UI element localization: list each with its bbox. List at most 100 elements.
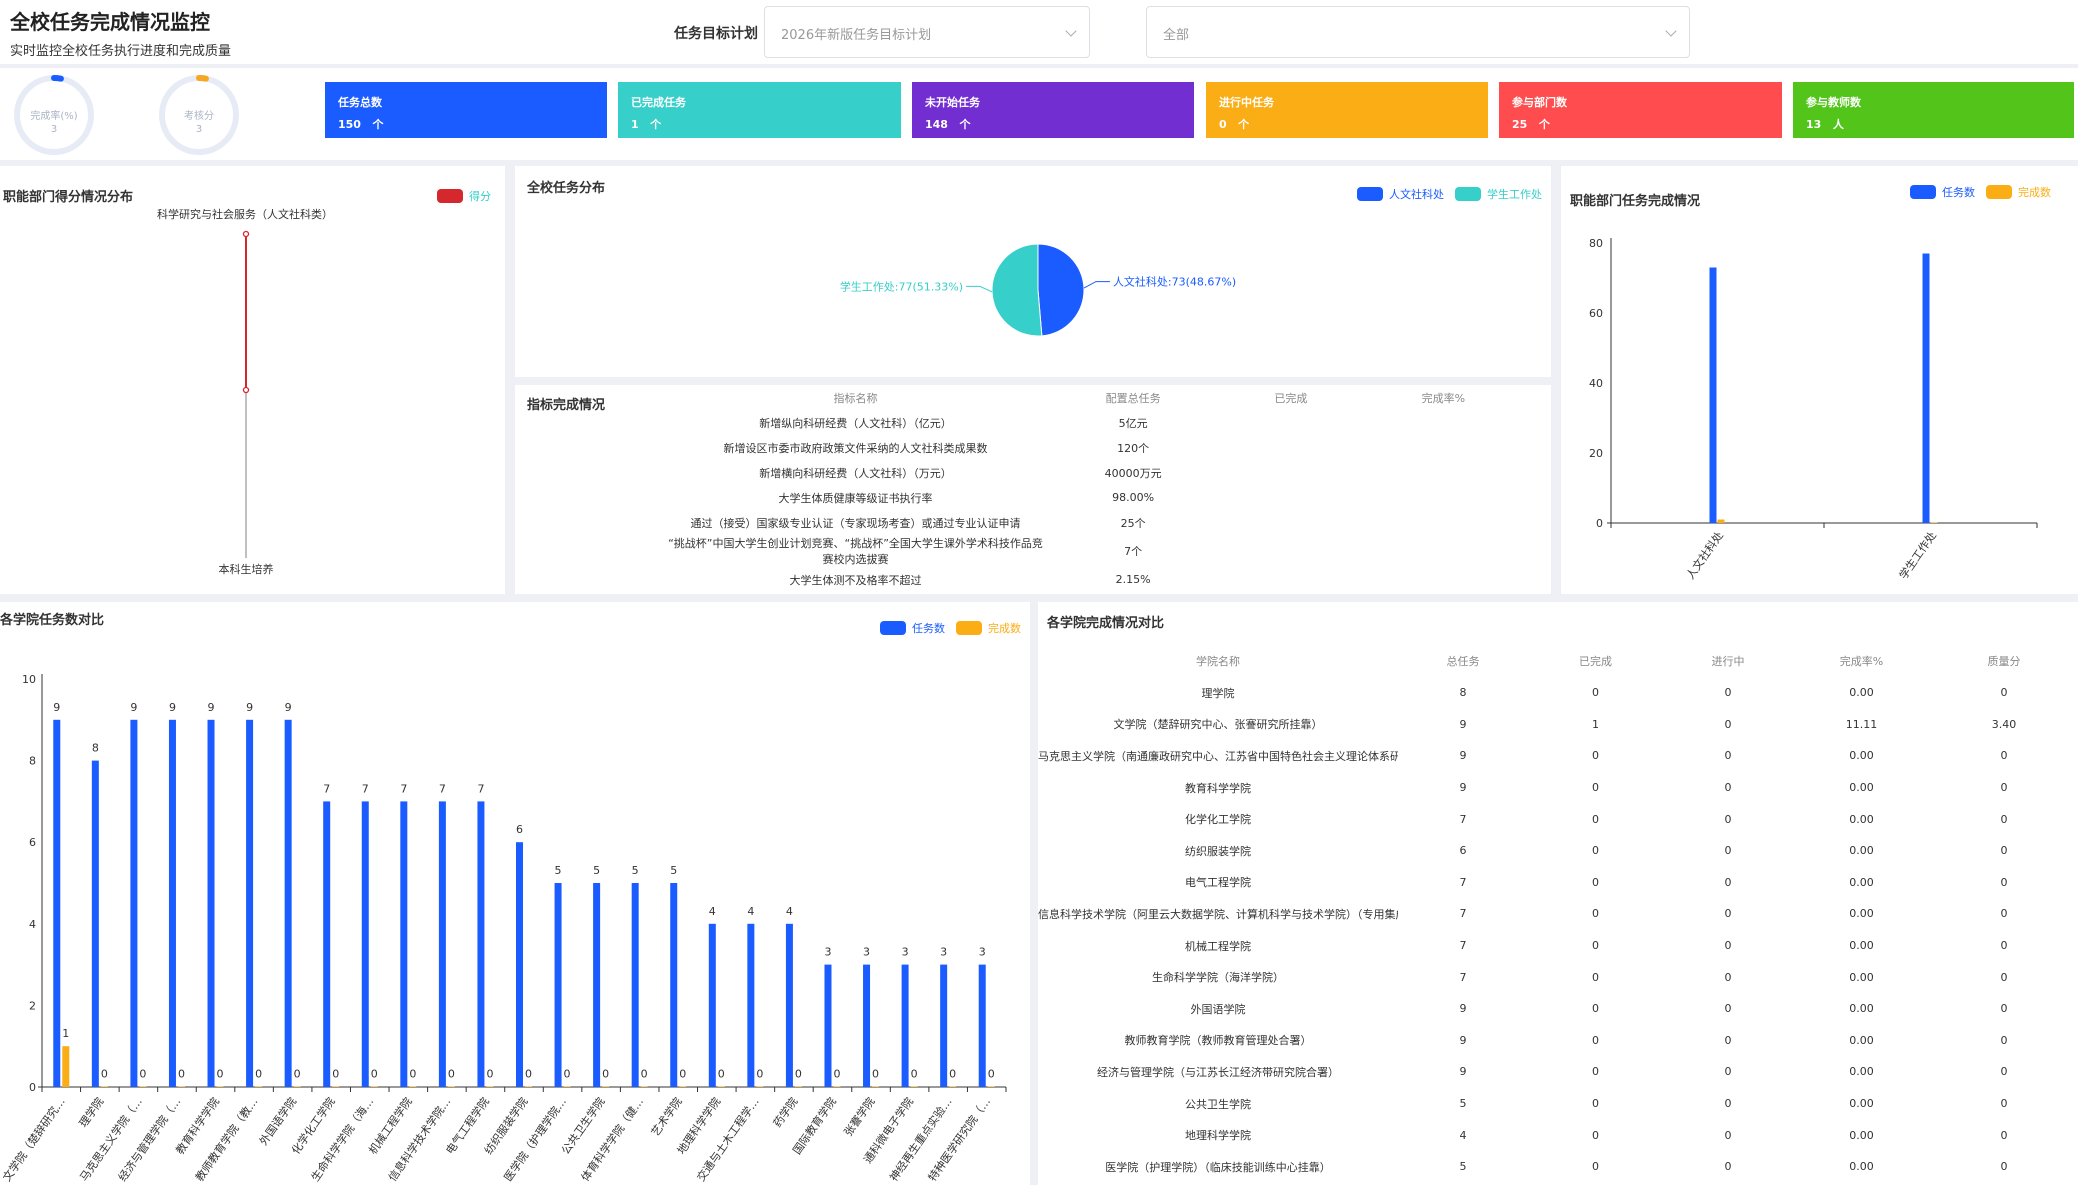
- bar-completed-count[interactable]: [525, 1086, 532, 1087]
- scope-select[interactable]: 全部: [1146, 6, 1690, 58]
- bar-completed-count[interactable]: [370, 1086, 378, 1087]
- table-row[interactable]: 新增横向科研经费（人文社科）（万元） 40000万元: [665, 460, 1525, 485]
- table-row[interactable]: 新增纵向科研经费（人文社科）（亿元） 5亿元: [665, 410, 1525, 435]
- legend-item[interactable]: 任务数: [1910, 184, 1975, 200]
- legend[interactable]: 得分: [437, 188, 491, 204]
- bar-completed-count[interactable]: [1930, 522, 1938, 523]
- table-row[interactable]: 教育科学学院 9 0 0 0.00 0: [1038, 772, 2078, 804]
- bar-completed-count[interactable]: [949, 1086, 957, 1087]
- legend-item[interactable]: 人文社科处: [1357, 186, 1444, 202]
- bar-task-count[interactable]: [593, 883, 601, 1087]
- kpi-card-total-tasks[interactable]: 任务总数 150 个: [325, 82, 607, 138]
- bar-task-count[interactable]: [708, 923, 716, 1087]
- table-row[interactable]: 外国语学院 9 0 0 0.00 0: [1038, 993, 2078, 1025]
- bar-task-count[interactable]: [516, 842, 523, 1087]
- bar-completed-count[interactable]: [640, 1086, 648, 1087]
- bar-completed-count[interactable]: [872, 1086, 880, 1087]
- legend-item[interactable]: 学生工作处: [1455, 186, 1542, 202]
- bar-completed-count[interactable]: [833, 1086, 841, 1087]
- table-cell: 0: [1724, 1160, 1732, 1174]
- bar-completed-count[interactable]: [177, 1086, 185, 1087]
- bar-task-count[interactable]: [1709, 267, 1717, 524]
- table-row[interactable]: 新增设区市委市政府政策文件采纳的人文社科类成果数 120个: [665, 435, 1525, 460]
- bar-task-count[interactable]: [631, 883, 639, 1087]
- score-point[interactable]: [242, 386, 250, 394]
- bar-task-count[interactable]: [978, 964, 986, 1087]
- table-row[interactable]: 纺织服装学院 6 0 0 0.00 0: [1038, 835, 2078, 867]
- bar-completed-count[interactable]: [139, 1086, 147, 1087]
- kpi-card-completed-tasks[interactable]: 已完成任务 1 个: [618, 82, 901, 138]
- legend-item[interactable]: 任务数: [880, 620, 945, 636]
- table-row[interactable]: 生命科学学院（海洋学院） 7 0 0 0.00 0: [1038, 961, 2078, 993]
- table-row[interactable]: 马克思主义学院（南通廉政研究中心、江苏省中国特色社会主义理论体系研究中心南通大 9…: [1038, 740, 2078, 772]
- plan-select[interactable]: 2026年新版任务目标计划: [764, 6, 1090, 58]
- table-row[interactable]: 化学化工学院 7 0 0 0.00 0: [1038, 803, 2078, 835]
- table-row[interactable]: 通过（接受）国家级专业认证（专家现场考查）或通过专业认证申请 25个: [665, 510, 1525, 535]
- bar-task-count[interactable]: [901, 964, 909, 1087]
- legend-item[interactable]: 完成数: [1986, 184, 2051, 200]
- kpi-card-in-progress[interactable]: 进行中任务 0 个: [1206, 82, 1488, 138]
- bar-task-count[interactable]: [207, 719, 215, 1087]
- table-row[interactable]: 理学院 8 0 0 0.00 0: [1038, 677, 2078, 709]
- bar-completed-count[interactable]: [679, 1086, 687, 1087]
- bar-completed-count[interactable]: [987, 1086, 995, 1087]
- bar-completed-count[interactable]: [409, 1086, 417, 1087]
- bar-value-label: 0: [756, 1067, 763, 1080]
- table-row[interactable]: 地理科学学院 4 0 0 0.00 0: [1038, 1119, 2078, 1151]
- bar-completed-count[interactable]: [447, 1086, 455, 1087]
- bar-task-count[interactable]: [400, 801, 408, 1087]
- pie-slice[interactable]: [991, 243, 1043, 337]
- bar-task-count[interactable]: [477, 801, 485, 1087]
- table-cell: 0.00: [1849, 749, 1874, 763]
- bar-task-count[interactable]: [130, 719, 138, 1087]
- bar-completed-count[interactable]: [486, 1086, 494, 1087]
- table-row[interactable]: 文学院（楚辞研究中心、张謇研究所挂靠） 9 1 0 11.11 3.40: [1038, 709, 2078, 741]
- kpi-card-departments[interactable]: 参与部门数 25 个: [1499, 82, 1782, 138]
- bar-task-count[interactable]: [554, 883, 562, 1087]
- table-row[interactable]: 机械工程学院 7 0 0 0.00 0: [1038, 930, 2078, 962]
- bar-completed-count[interactable]: [717, 1086, 725, 1087]
- table-row[interactable]: 大学生体质健康等级证书执行率 98.00%: [665, 485, 1525, 510]
- bar-task-count[interactable]: [438, 801, 446, 1087]
- bar-task-count[interactable]: [940, 964, 948, 1087]
- table-row[interactable]: 教师教育学院（教师教育管理处合署） 9 0 0 0.00 0: [1038, 1025, 2078, 1057]
- bar-completed-count[interactable]: [602, 1086, 610, 1087]
- bar-task-count[interactable]: [284, 719, 292, 1087]
- table-row[interactable]: 电气工程学院 7 0 0 0.00 0: [1038, 867, 2078, 899]
- bar-completed-count[interactable]: [62, 1046, 70, 1087]
- kpi-card-teachers[interactable]: 参与教师数 13 人: [1793, 82, 2074, 138]
- table-row[interactable]: 大学生体测不及格率不超过 2.15%: [665, 567, 1525, 592]
- legend-item[interactable]: 完成数: [956, 620, 1021, 636]
- score-point[interactable]: [242, 230, 250, 238]
- table-row[interactable]: 经济与管理学院（与江苏长江经济带研究院合署） 9 0 0 0.00 0: [1038, 1056, 2078, 1088]
- bar-task-count[interactable]: [323, 801, 331, 1087]
- table-row[interactable]: 公共卫生学院 5 0 0 0.00 0: [1038, 1088, 2078, 1120]
- bar-completed-count[interactable]: [332, 1086, 340, 1087]
- bar-task-count[interactable]: [91, 760, 99, 1087]
- bar-completed-count[interactable]: [563, 1086, 571, 1087]
- bar-task-count[interactable]: [747, 923, 755, 1087]
- table-row[interactable]: 医学院（护理学院）（临床技能训练中心挂靠） 5 0 0 0.00 0: [1038, 1151, 2078, 1183]
- bar-task-count[interactable]: [670, 883, 678, 1087]
- bar-completed-count[interactable]: [100, 1086, 108, 1087]
- bar-completed-count[interactable]: [756, 1086, 764, 1087]
- bar-task-count[interactable]: [53, 719, 61, 1087]
- bar-task-count[interactable]: [246, 719, 254, 1087]
- bar-task-count[interactable]: [361, 801, 369, 1087]
- bar-completed-count[interactable]: [794, 1086, 802, 1087]
- bar-completed-count[interactable]: [1717, 519, 1725, 524]
- table-row[interactable]: “挑战杯”中国大学生创业计划竞赛、“挑战杯”全国大学生课外学术科技作品竞赛校内选…: [665, 535, 1525, 567]
- bar-task-count[interactable]: [863, 964, 871, 1087]
- kpi-card-not-started[interactable]: 未开始任务 148 个: [912, 82, 1194, 138]
- table-row[interactable]: 信息科学技术学院（阿里云大数据学院、计算机科学与技术学院）（专用集成电路设计重点…: [1038, 898, 2078, 930]
- bar-completed-count[interactable]: [293, 1086, 301, 1087]
- bar-task-count[interactable]: [824, 964, 832, 1087]
- bar-completed-count[interactable]: [910, 1086, 918, 1087]
- bar-task-count[interactable]: [168, 719, 176, 1087]
- bar-task-count[interactable]: [785, 923, 793, 1087]
- bar-value-label: 0: [602, 1067, 609, 1080]
- bar-task-count[interactable]: [1922, 253, 1930, 524]
- pie-slice[interactable]: [1037, 243, 1085, 337]
- bar-completed-count[interactable]: [255, 1086, 263, 1087]
- bar-completed-count[interactable]: [216, 1086, 224, 1087]
